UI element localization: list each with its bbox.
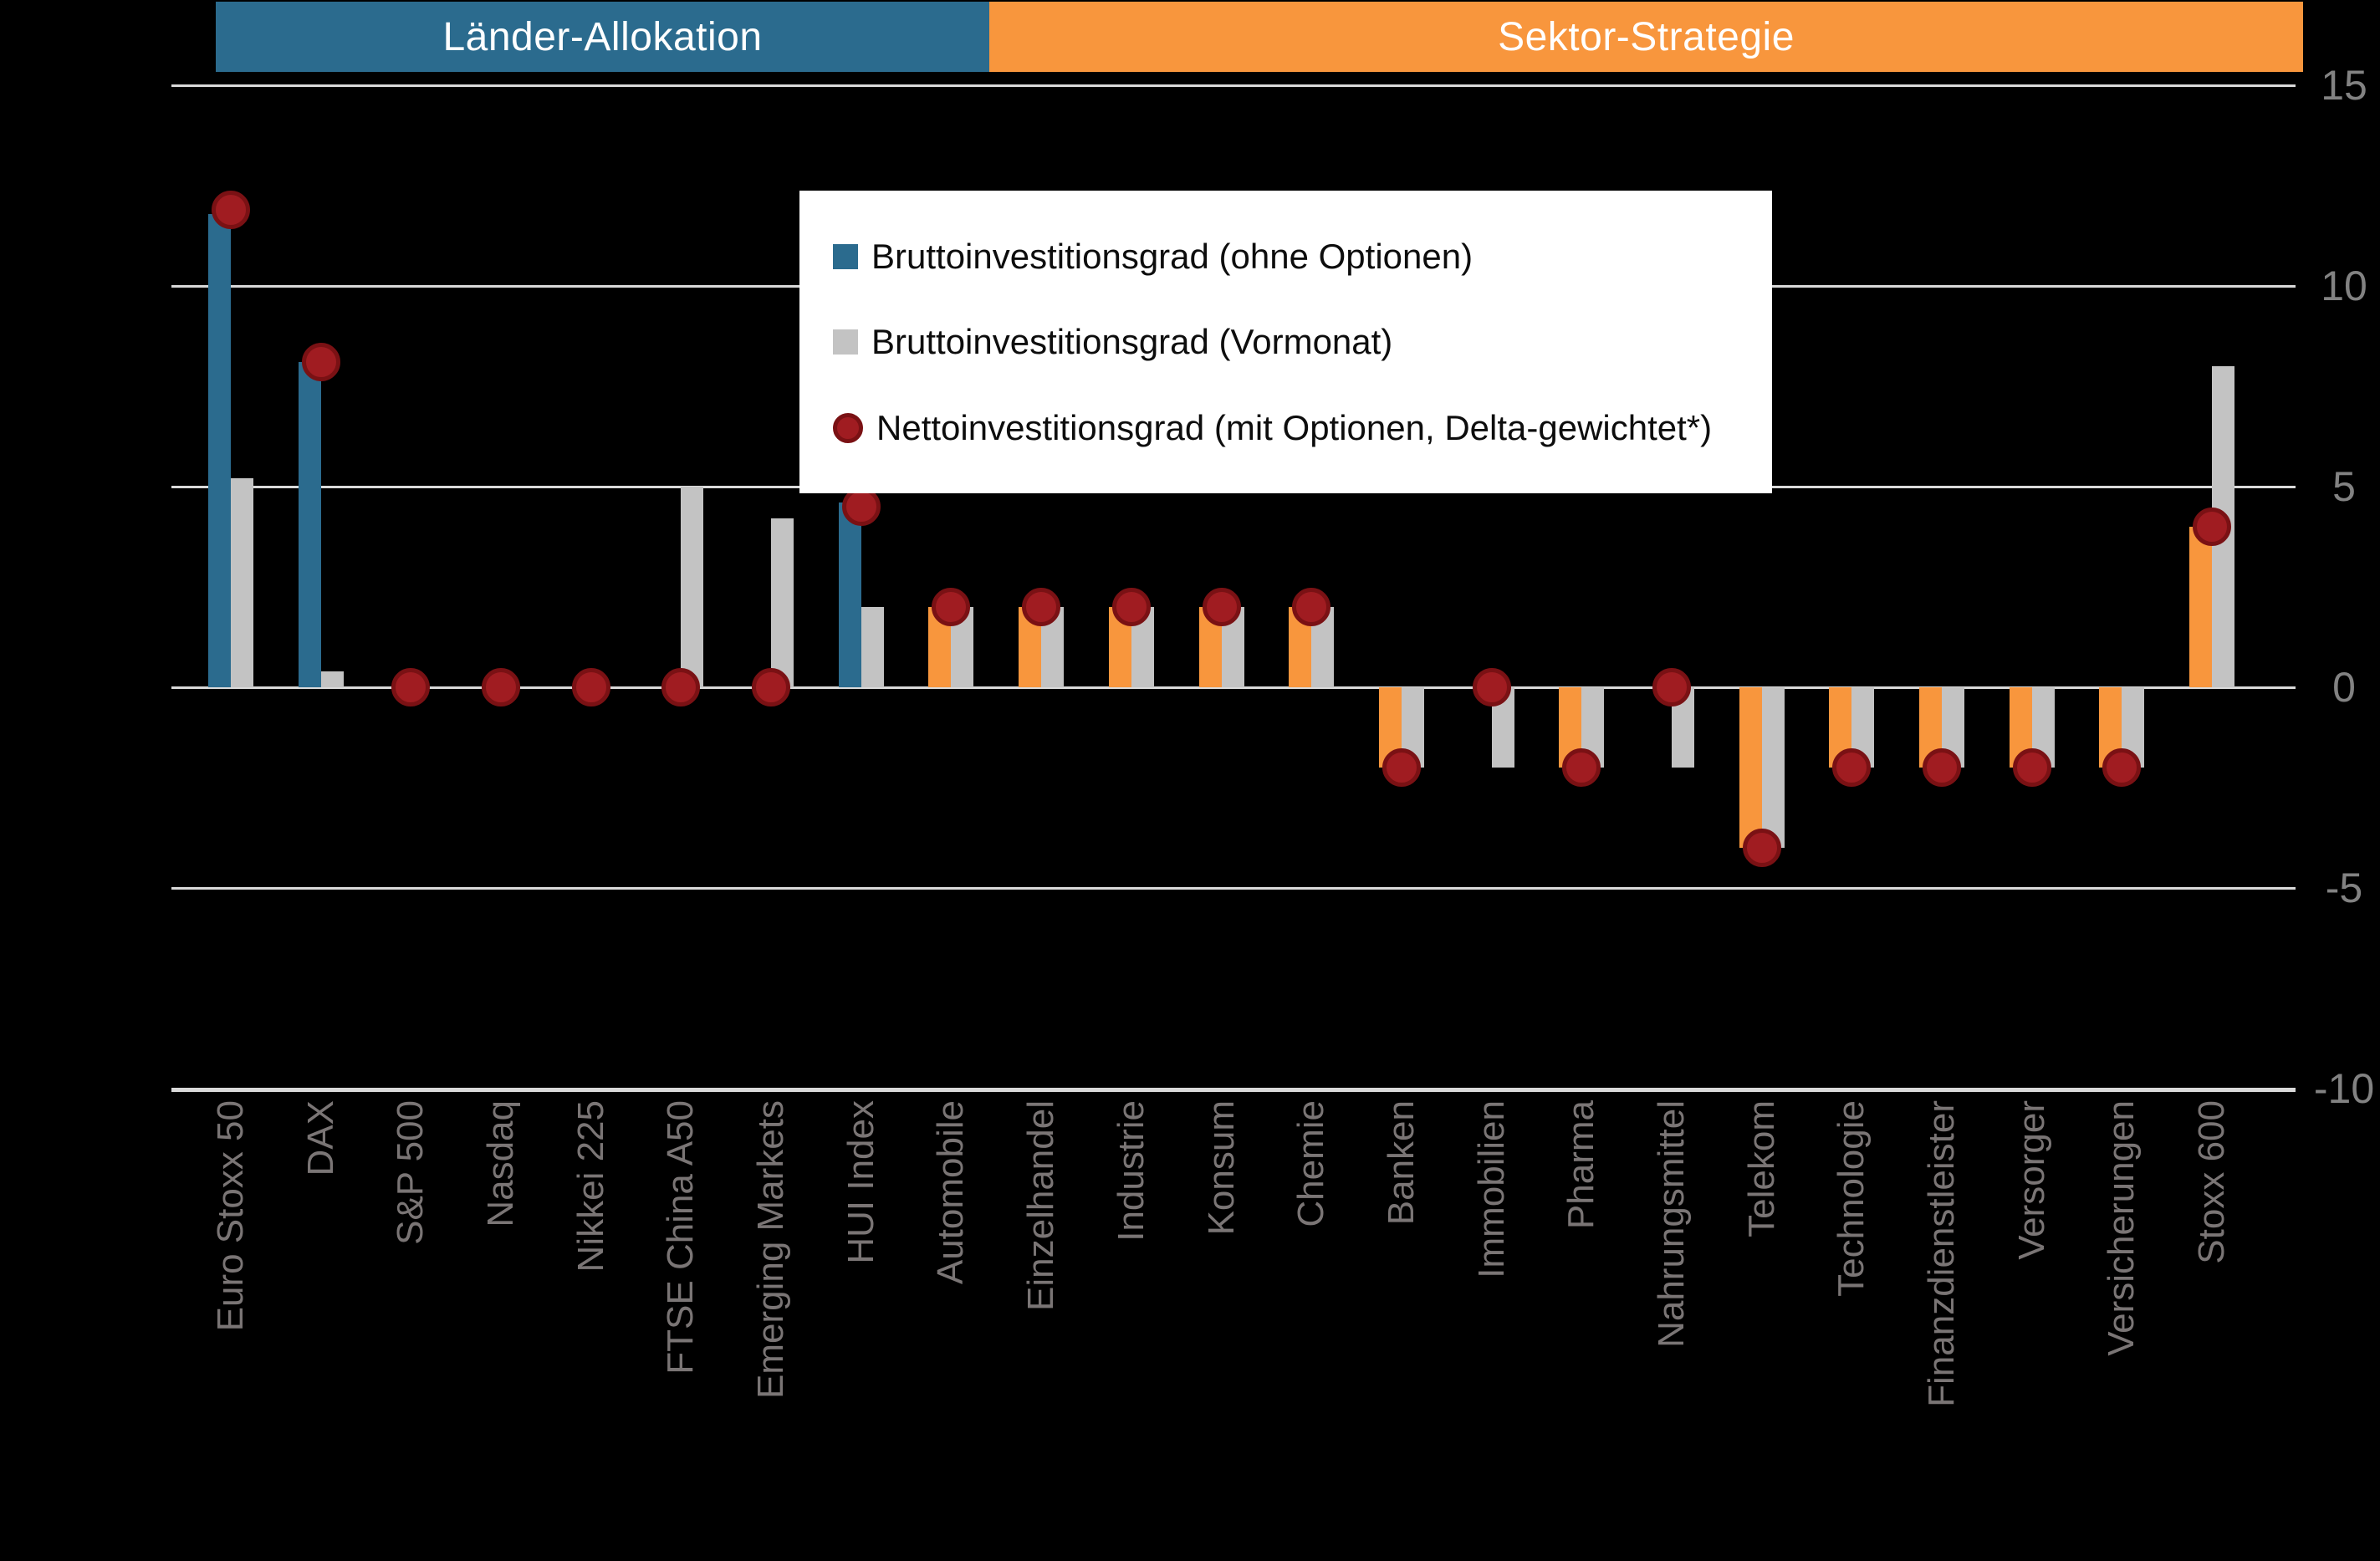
band-laender-allokation: Länder-Allokation bbox=[216, 2, 989, 72]
gridline-y--5 bbox=[171, 887, 2296, 890]
x-label-10: Industrie bbox=[1110, 1100, 1152, 1242]
bar-vormonat-5 bbox=[681, 487, 704, 687]
bar-brutto-0 bbox=[207, 213, 231, 687]
x-label-22: Stoxx 600 bbox=[2191, 1100, 2233, 1264]
x-label-13: Banken bbox=[1380, 1100, 1422, 1226]
dot-netto-0 bbox=[211, 190, 250, 229]
dot-netto-18 bbox=[1832, 748, 1872, 787]
band-sektor-label: Sektor-Strategie bbox=[1498, 14, 1795, 59]
dot-netto-13 bbox=[1382, 748, 1421, 787]
x-label-6: Emerging Markets bbox=[750, 1100, 792, 1400]
y-tick-label-5: 5 bbox=[2332, 463, 2356, 510]
bar-brutto-22 bbox=[2189, 527, 2213, 687]
x-label-1: DAX bbox=[299, 1100, 341, 1176]
dot-netto-21 bbox=[2102, 748, 2142, 787]
y-tick-label-15: 15 bbox=[2321, 62, 2367, 109]
group-band-row: Länder-Allokation Sektor-Strategie bbox=[216, 2, 2303, 72]
x-label-5: FTSE China A50 bbox=[660, 1100, 702, 1375]
dot-netto-11 bbox=[1202, 588, 1241, 626]
bar-vormonat-7 bbox=[861, 607, 884, 687]
bar-vormonat-0 bbox=[230, 478, 253, 687]
dot-netto-8 bbox=[932, 588, 971, 626]
bar-brutto-1 bbox=[298, 362, 321, 687]
band-sektor-strategie: Sektor-Strategie bbox=[989, 2, 2303, 72]
gridline-y--10 bbox=[171, 1088, 2296, 1092]
x-label-9: Einzelhandel bbox=[1020, 1100, 1062, 1311]
dot-netto-6 bbox=[752, 668, 791, 707]
dot-netto-1 bbox=[301, 343, 340, 382]
x-label-19: Finanzdienstleister bbox=[1921, 1100, 1963, 1407]
legend-square-marker-icon bbox=[833, 329, 858, 355]
x-label-17: Telekom bbox=[1740, 1100, 1782, 1237]
x-label-2: S&P 500 bbox=[390, 1100, 432, 1245]
x-label-21: Versicherungen bbox=[2101, 1100, 2143, 1356]
x-label-7: HUI Index bbox=[840, 1100, 881, 1264]
dot-netto-10 bbox=[1111, 588, 1151, 626]
x-label-18: Technologie bbox=[1831, 1100, 1872, 1297]
x-label-3: Nasdaq bbox=[479, 1100, 521, 1227]
dot-netto-20 bbox=[2012, 748, 2051, 787]
x-label-0: Euro Stoxx 50 bbox=[209, 1100, 251, 1332]
legend-label-0: Bruttoinvestitionsgrad (ohne Optionen) bbox=[871, 236, 1473, 276]
y-tick-label--5: -5 bbox=[2325, 865, 2363, 911]
x-label-8: Automobile bbox=[930, 1100, 972, 1285]
legend-item-1: Bruttoinvestitionsgrad (Vormonat) bbox=[833, 322, 1772, 362]
gridline-y-0 bbox=[171, 686, 2296, 689]
x-label-11: Konsum bbox=[1200, 1100, 1242, 1236]
bar-vormonat-6 bbox=[771, 518, 794, 687]
bar-vormonat-17 bbox=[1761, 687, 1785, 848]
dot-netto-19 bbox=[1923, 748, 1962, 787]
legend-label-1: Bruttoinvestitionsgrad (Vormonat) bbox=[871, 322, 1393, 361]
bar-brutto-7 bbox=[838, 502, 861, 687]
x-label-15: Pharma bbox=[1560, 1100, 1602, 1230]
x-label-14: Immobilien bbox=[1470, 1100, 1512, 1278]
y-tick-label-10: 10 bbox=[2321, 263, 2367, 309]
legend-box: Bruttoinvestitionsgrad (ohne Optionen) Br… bbox=[799, 191, 1772, 493]
y-tick-label--10: -10 bbox=[2313, 1065, 2375, 1112]
x-label-12: Chemie bbox=[1290, 1100, 1332, 1227]
x-label-4: Nikkei 225 bbox=[569, 1100, 611, 1273]
dot-netto-12 bbox=[1292, 588, 1331, 626]
dot-netto-5 bbox=[661, 668, 701, 707]
legend-square-marker-icon bbox=[833, 243, 858, 269]
x-label-16: Nahrungsmittel bbox=[1650, 1100, 1692, 1348]
dot-netto-16 bbox=[1652, 668, 1691, 707]
dot-netto-15 bbox=[1562, 748, 1601, 787]
y-tick-label-0: 0 bbox=[2332, 664, 2356, 711]
dot-netto-2 bbox=[391, 668, 431, 707]
x-label-20: Versorger bbox=[2010, 1100, 2052, 1260]
bar-vormonat-1 bbox=[320, 671, 344, 687]
gridline-y-15 bbox=[171, 84, 2296, 87]
dot-netto-9 bbox=[1022, 588, 1061, 626]
band-laender-label: Länder-Allokation bbox=[442, 14, 763, 59]
dot-netto-4 bbox=[571, 668, 610, 707]
legend-circle-marker-icon bbox=[833, 412, 863, 443]
legend-item-0: Bruttoinvestitionsgrad (ohne Optionen) bbox=[833, 237, 1772, 277]
dot-netto-22 bbox=[2193, 508, 2232, 546]
legend-item-2: Nettoinvestitionsgrad (mit Optionen, Del… bbox=[833, 408, 1772, 448]
dot-netto-17 bbox=[1742, 829, 1781, 867]
plot-area bbox=[171, 84, 2296, 1092]
legend-label-2: Nettoinvestitionsgrad (mit Optionen, Del… bbox=[876, 407, 1713, 447]
dot-netto-3 bbox=[481, 668, 520, 707]
bar-brutto-17 bbox=[1739, 687, 1762, 848]
dot-netto-14 bbox=[1472, 668, 1511, 707]
